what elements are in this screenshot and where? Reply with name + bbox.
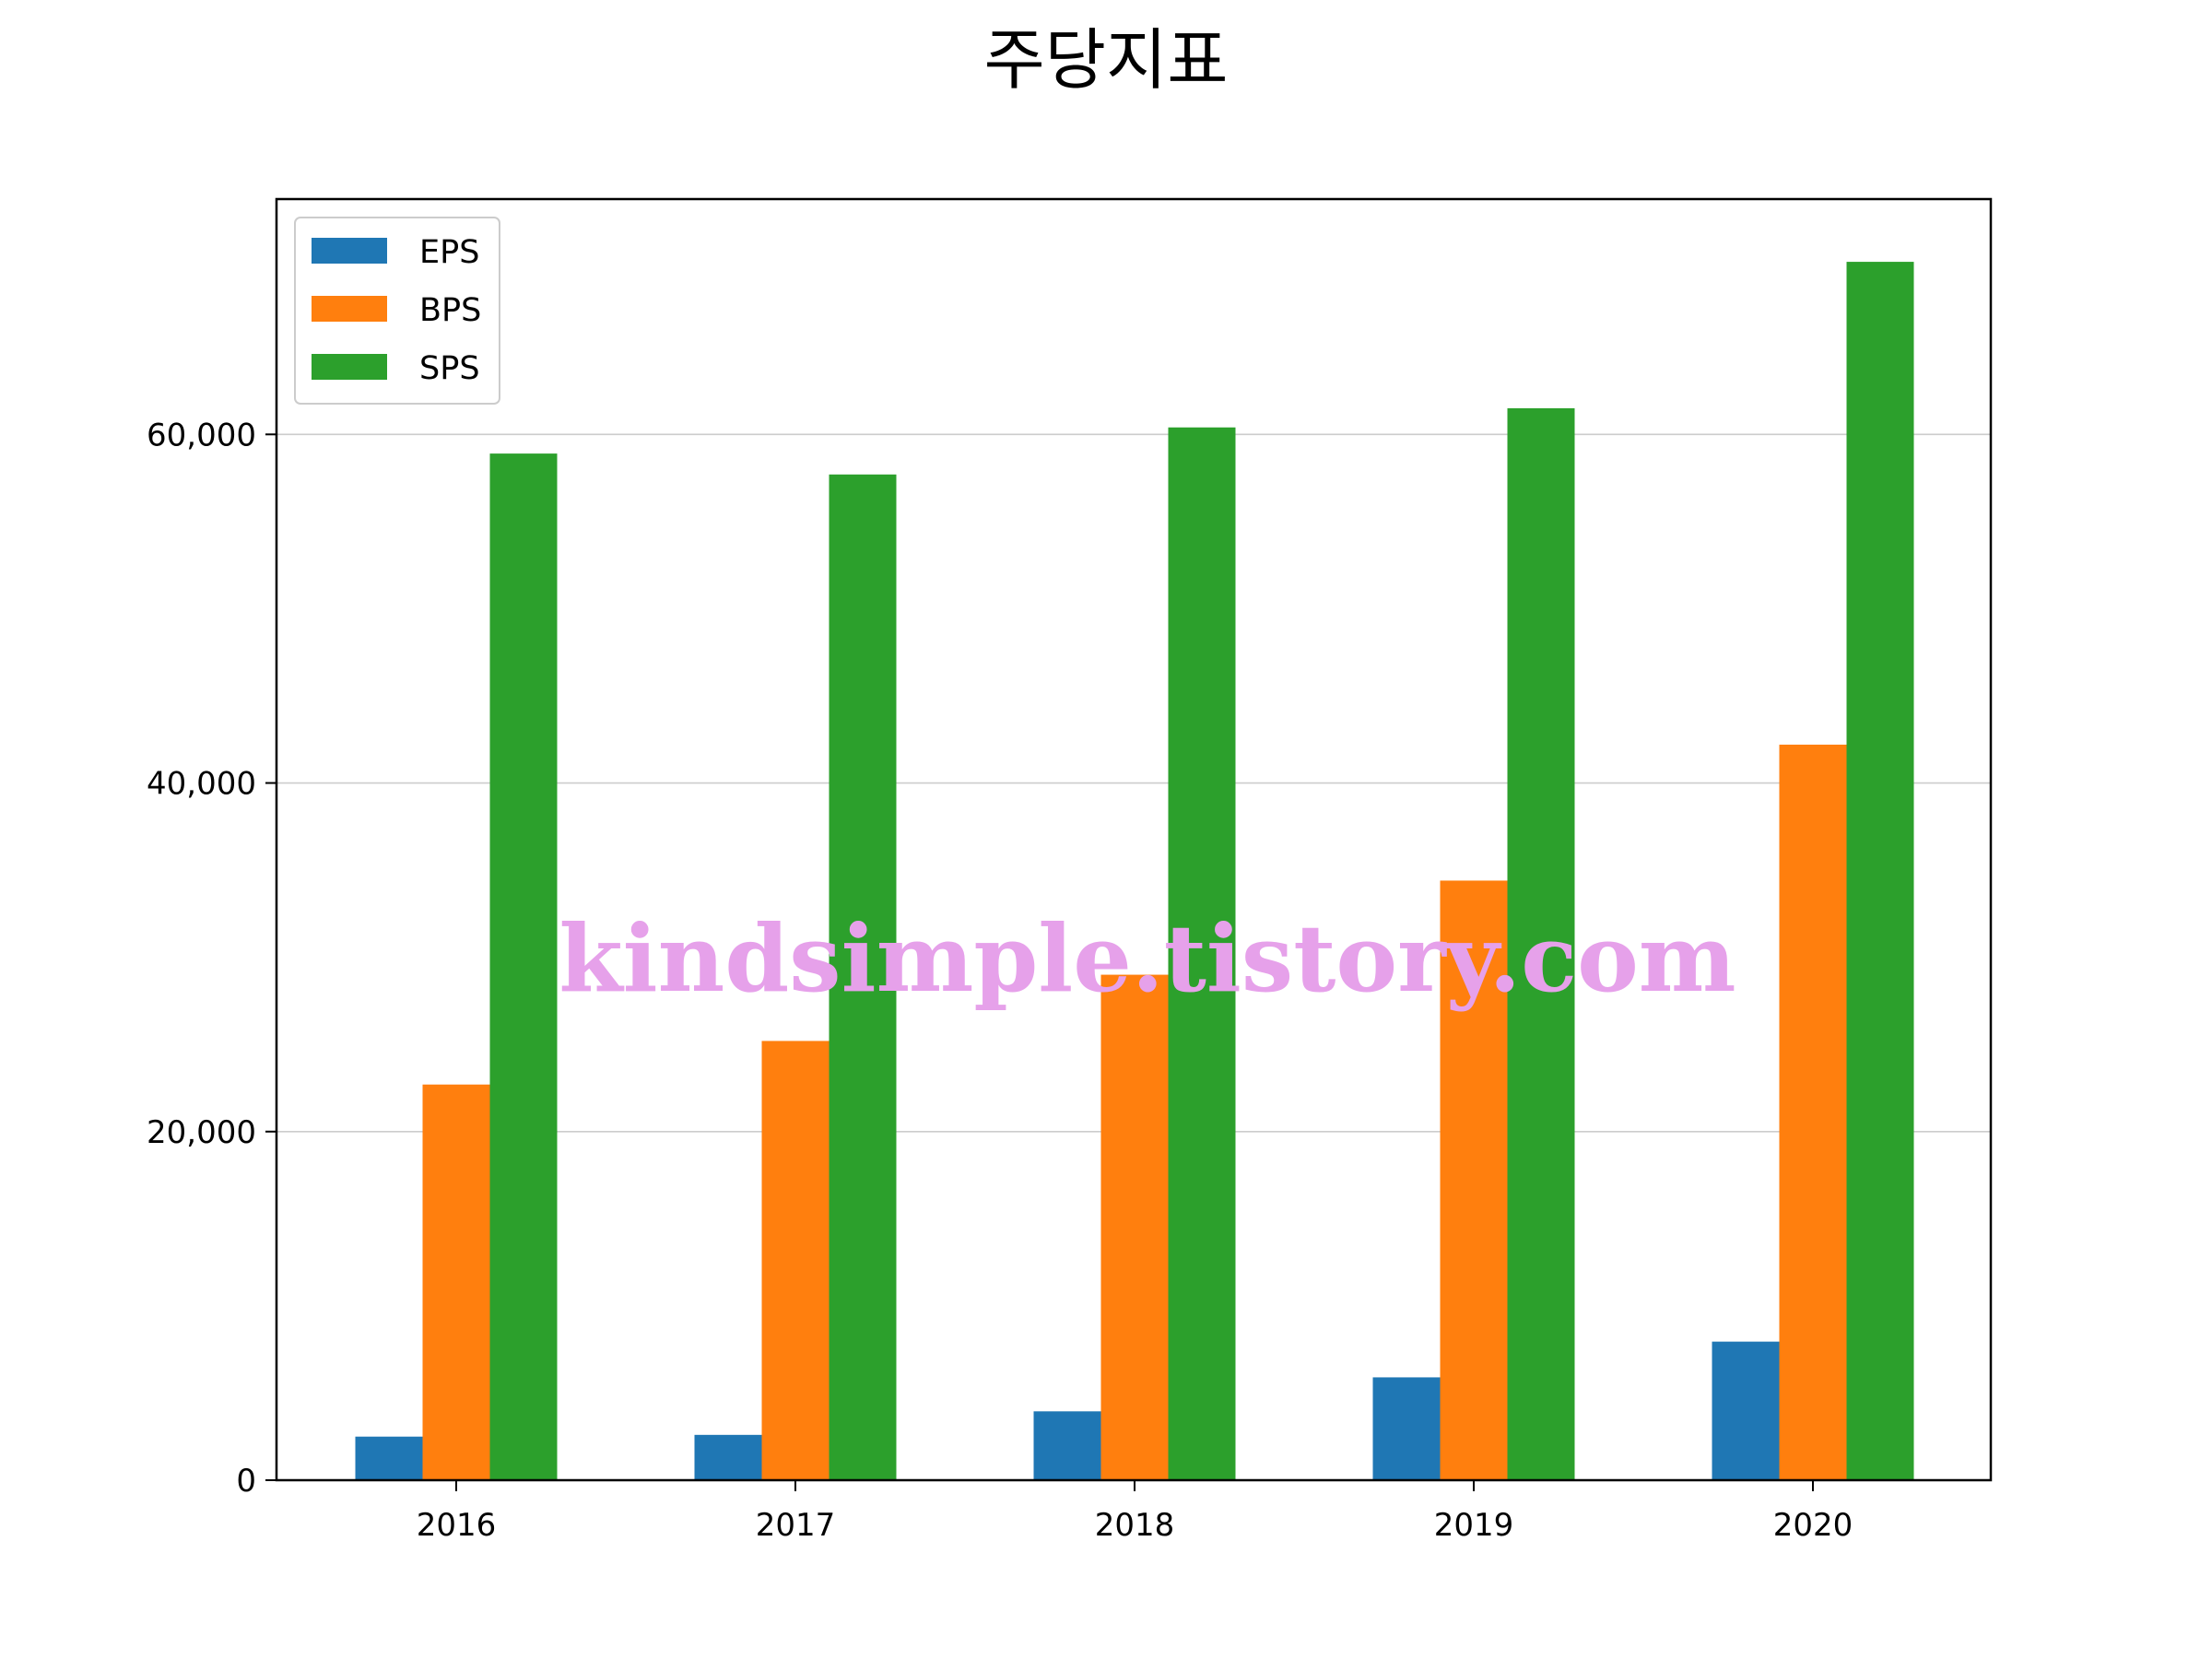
watermark: kindsimple.tistory.com (559, 904, 1735, 1013)
x-tick-label: 2018 (1095, 1507, 1175, 1544)
bar-bps-2018 (1100, 974, 1169, 1480)
bar-eps-2018 (1033, 1411, 1101, 1480)
x-tick-label: 2017 (756, 1507, 836, 1544)
bars (355, 262, 1914, 1481)
y-tick-label: 60,000 (147, 417, 256, 453)
legend-swatch-bps (312, 296, 387, 322)
bar-eps-2019 (1372, 1377, 1441, 1480)
bar-bps-2016 (422, 1084, 490, 1480)
legend-swatch-sps (312, 354, 387, 380)
x-tick-label: 2019 (1434, 1507, 1514, 1544)
y-tick-label: 20,000 (147, 1114, 256, 1151)
bar-sps-2016 (489, 453, 558, 1480)
legend: EPS BPS SPS (294, 217, 500, 405)
bar-eps-2016 (355, 1436, 423, 1480)
legend-swatch-eps (312, 238, 387, 264)
axis-ticks: 0 20,000 40,000 60,000 2016 2017 2018 2019 2020 (147, 417, 1853, 1544)
bar-bps-2017 (761, 1041, 830, 1480)
x-tick-label: 2020 (1773, 1507, 1853, 1544)
legend-label-eps: EPS (419, 234, 479, 271)
bar-sps-2020 (1846, 262, 1914, 1480)
bar-bps-2020 (1779, 744, 1847, 1480)
bar-sps-2017 (829, 474, 897, 1480)
bar-bps-2019 (1440, 880, 1508, 1480)
bar-eps-2020 (1712, 1341, 1780, 1480)
x-tick-label: 2016 (417, 1507, 497, 1544)
chart-title: 주당지표 (984, 21, 1229, 99)
y-tick-label: 40,000 (147, 766, 256, 803)
bar-eps-2017 (694, 1434, 762, 1480)
bar-sps-2019 (1507, 407, 1575, 1481)
legend-label-bps: BPS (419, 292, 481, 329)
legend-label-sps: SPS (419, 350, 480, 387)
bar-sps-2018 (1168, 427, 1236, 1481)
y-tick-label: 0 (236, 1463, 256, 1500)
